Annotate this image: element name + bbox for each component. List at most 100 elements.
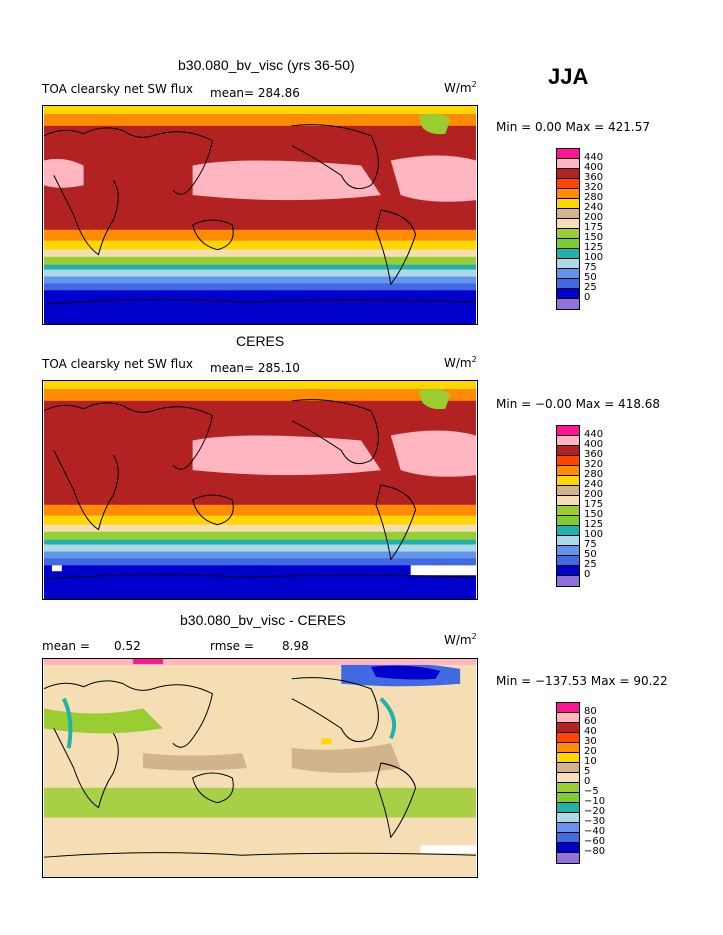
- colorbar-level-label: 400: [584, 162, 604, 173]
- panel-2-mean: mean= 285.10: [210, 361, 300, 375]
- colorbar-swatch: [557, 843, 579, 853]
- colorbar-swatch: [557, 853, 579, 863]
- colorbar-level-label: 100: [584, 252, 604, 263]
- colorbar-level-label: 125: [584, 519, 604, 530]
- colorbar-swatch: [557, 833, 579, 843]
- panel-3-rmse-label: rmse =: [210, 639, 254, 653]
- colorbar-swatch: [557, 783, 579, 793]
- band-south-75: [43, 282, 477, 291]
- colorbar-level-label: 360: [584, 172, 604, 183]
- colorbar-level-label: 0: [584, 776, 591, 787]
- colorbar-swatch: [557, 516, 579, 526]
- colorbar-level-label: 20: [584, 746, 597, 757]
- panel-3-minmax: Min = −137.53 Max = 90.22: [496, 674, 668, 688]
- panel-3-map: [42, 658, 478, 878]
- panel-3-colorbar: [556, 702, 580, 864]
- missing-data-patch: [410, 565, 477, 576]
- colorbar-swatch: [557, 536, 579, 546]
- band-south-175: [43, 249, 477, 257]
- panel-1-units: W/m2: [444, 80, 477, 95]
- colorbar-swatch: [557, 159, 579, 169]
- colorbar-swatch: [557, 436, 579, 446]
- band-south-polar: [43, 289, 477, 324]
- colorbar-level-label: 100: [584, 529, 604, 540]
- band-south-125: [43, 264, 477, 270]
- colorbar-swatch: [557, 733, 579, 743]
- greenland: [418, 113, 451, 135]
- colorbar-level-label: 25: [584, 559, 597, 570]
- colorbar-level-label: 5: [584, 766, 591, 777]
- colorbar-swatch: [557, 566, 579, 576]
- colorbar-swatch: [557, 446, 579, 456]
- colorbar-level-label: 440: [584, 152, 604, 163]
- colorbar-level-label: −5: [584, 786, 599, 797]
- coast-africa: [53, 175, 119, 256]
- colorbar-level-label: 320: [584, 182, 604, 193]
- colorbar-level-label: 240: [584, 479, 604, 490]
- colorbar-swatch: [557, 803, 579, 813]
- colorbar-swatch: [557, 506, 579, 516]
- colorbar-level-label: 40: [584, 726, 597, 737]
- panel-3-mean-value: 0.52: [114, 639, 141, 653]
- colorbar-level-label: 75: [584, 262, 597, 273]
- colorbar-swatch: [557, 229, 579, 239]
- band-south-100: [43, 269, 477, 277]
- colorbar-swatch: [557, 773, 579, 783]
- panel-2-units: W/m2: [444, 355, 477, 370]
- colorbar-swatch: [557, 426, 579, 436]
- colorbar-swatch: [557, 476, 579, 486]
- colorbar-swatch: [557, 576, 579, 586]
- coast-samerica: [375, 209, 417, 286]
- band-north-gold: [43, 106, 477, 114]
- colorbar-swatch: [557, 526, 579, 536]
- colorbar-level-label: 320: [584, 459, 604, 470]
- pink-west: [43, 158, 84, 188]
- colorbar-swatch: [557, 199, 579, 209]
- band-south-240: [43, 240, 477, 250]
- colorbar-level-label: 80: [584, 706, 597, 717]
- colorbar-swatch: [557, 823, 579, 833]
- colorbar-level-label: 360: [584, 449, 604, 460]
- colorbar-swatch: [557, 703, 579, 713]
- colorbar-swatch: [557, 209, 579, 219]
- colorbar-swatch: [557, 456, 579, 466]
- panel-2-map: [42, 380, 478, 600]
- panel-1-colorbar: [556, 148, 580, 310]
- colorbar-level-label: −20: [584, 806, 606, 817]
- colorbar-level-label: 0: [584, 292, 591, 303]
- pink-pacific: [192, 160, 381, 201]
- panel-1-variable-label: TOA clearsky net SW flux: [42, 82, 193, 96]
- colorbar-level-label: 280: [584, 469, 604, 480]
- panel-2-variable-label: TOA clearsky net SW flux: [42, 357, 193, 371]
- colorbar-swatch: [557, 713, 579, 723]
- colorbar-level-label: 200: [584, 212, 604, 223]
- colorbar-level-label: 150: [584, 509, 604, 520]
- band-north-orange: [43, 113, 477, 126]
- colorbar-swatch: [557, 219, 579, 229]
- colorbar-swatch: [557, 466, 579, 476]
- colorbar-swatch: [557, 259, 579, 269]
- colorbar-swatch: [557, 149, 579, 159]
- colorbar-swatch: [557, 763, 579, 773]
- colorbar-swatch: [557, 299, 579, 309]
- season-label: JJA: [548, 64, 589, 89]
- colorbar-swatch: [557, 179, 579, 189]
- panel-2-colorbar: [556, 425, 580, 587]
- colorbar-level-label: 50: [584, 272, 597, 283]
- panel-3-rmse-value: 8.98: [282, 639, 309, 653]
- panel-3-units: W/m2: [444, 632, 477, 647]
- colorbar-swatch: [557, 813, 579, 823]
- colorbar-swatch: [557, 793, 579, 803]
- panel-1-map: [42, 105, 478, 325]
- colorbar-level-label: −40: [584, 826, 606, 837]
- coast-europe: [43, 127, 154, 138]
- colorbar-swatch: [557, 189, 579, 199]
- colorbar-swatch: [557, 743, 579, 753]
- colorbar-level-label: 400: [584, 439, 604, 450]
- colorbar-swatch: [557, 546, 579, 556]
- coast-antarctica: [43, 299, 477, 305]
- panel-3-mean-label: mean =: [42, 639, 90, 653]
- colorbar-level-label: 75: [584, 539, 597, 550]
- colorbar-level-label: 60: [584, 716, 597, 727]
- pink-atlantic: [390, 155, 477, 202]
